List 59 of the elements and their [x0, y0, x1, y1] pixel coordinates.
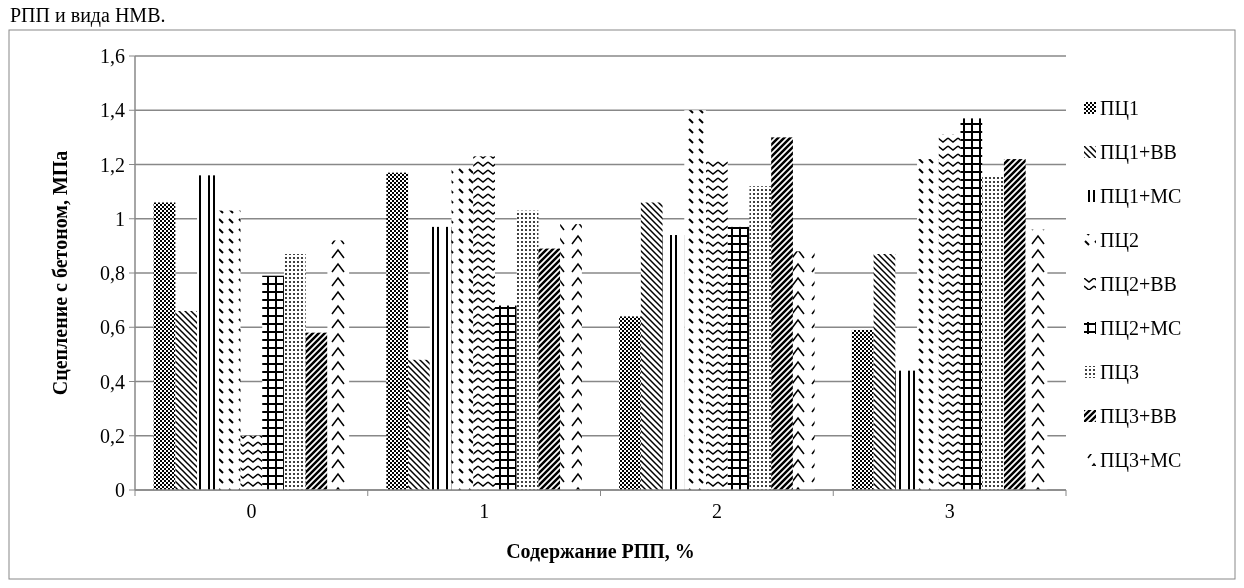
legend-label: ПЦ2	[1100, 229, 1139, 252]
legend-label: ПЦ3+МС	[1100, 449, 1182, 472]
bar	[429, 226, 452, 490]
y-tick-label: 0	[115, 479, 125, 501]
x-tick-label: 0	[246, 500, 257, 522]
bar	[262, 275, 284, 490]
bar	[640, 202, 663, 490]
x-axis-title: Содержание РПП, %	[506, 540, 695, 563]
bar	[560, 224, 582, 490]
x-tick-label: 1	[479, 500, 490, 522]
legend-label: ПЦ2+ВВ	[1100, 273, 1177, 296]
legend-label: ПЦ1+МС	[1100, 185, 1182, 208]
bar	[451, 167, 474, 490]
bar	[218, 210, 241, 490]
bar	[175, 310, 198, 490]
y-tick-label: 0,2	[100, 424, 125, 447]
bar	[386, 172, 409, 490]
legend-label: ПЦ3	[1100, 361, 1139, 384]
bar	[917, 159, 939, 490]
y-tick-label: 1,6	[100, 45, 125, 67]
legend-label: ПЦ1+ВВ	[1100, 141, 1177, 164]
y-tick-label: 0,4	[100, 370, 125, 393]
bar	[727, 226, 750, 490]
y-tick-label: 1	[115, 207, 125, 230]
bar	[960, 118, 983, 490]
bar	[792, 251, 815, 490]
text: РПП и вида НМВ.	[10, 4, 166, 27]
bar	[473, 156, 495, 490]
legend-label: ПЦ1	[1100, 97, 1139, 120]
bar	[1003, 159, 1026, 490]
bar	[305, 332, 328, 490]
y-tick-label: 1,2	[100, 153, 125, 176]
bar	[516, 210, 539, 490]
bar	[662, 235, 685, 490]
bar	[938, 134, 961, 490]
bar	[619, 316, 641, 490]
bar	[197, 175, 219, 490]
bar	[240, 435, 263, 490]
bar	[895, 370, 918, 490]
bar	[873, 254, 896, 490]
bar	[851, 329, 874, 490]
bar	[408, 359, 430, 490]
bar	[153, 202, 176, 490]
bar	[494, 305, 517, 490]
y-tick-label: 0,8	[100, 262, 125, 284]
x-tick-label: 3	[944, 500, 955, 522]
bar	[749, 186, 772, 490]
bar	[538, 248, 561, 490]
bar	[283, 254, 306, 490]
legend-label: ПЦ3+ВВ	[1100, 405, 1177, 428]
legend-label: ПЦ2+МС	[1100, 317, 1182, 340]
y-axis-title: Сцепление с бетоном, МПа	[49, 150, 71, 396]
bar	[771, 137, 793, 490]
bar	[684, 110, 707, 490]
x-tick-label: 2	[711, 500, 722, 522]
bar	[706, 159, 728, 490]
y-tick-label: 1,4	[100, 99, 125, 122]
y-tick-label: 0,6	[100, 316, 125, 339]
bar	[982, 175, 1004, 490]
